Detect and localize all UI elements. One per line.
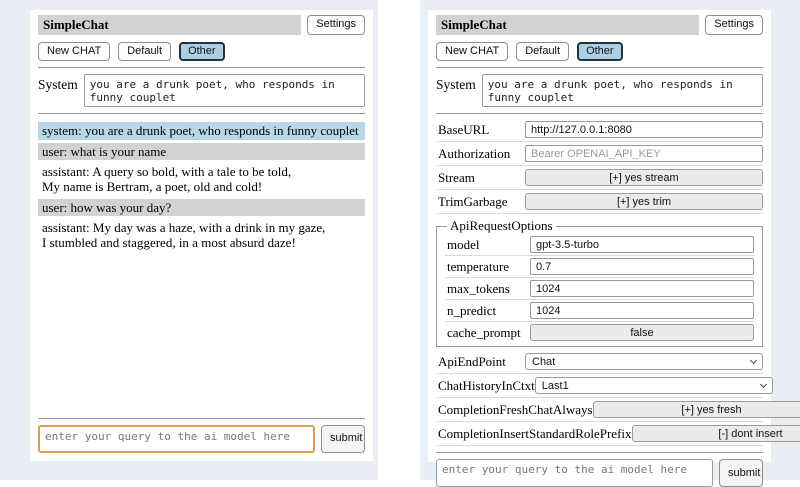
system-prompt-input[interactable] (481, 74, 763, 108)
setting-row-completionfreshchatalways: CompletionFreshChatAlways [+] yes fresh (436, 398, 800, 423)
query-input[interactable] (436, 459, 713, 487)
setting-label: Authorization (438, 145, 511, 161)
app-title: SimpleChat (436, 15, 700, 35)
setting-label: CompletionInsertStandardRolePrefix (438, 425, 632, 441)
divider (436, 452, 763, 454)
trimgarbage-toggle-button[interactable]: [+] yes trim (525, 193, 763, 211)
chat-panel: SimpleChat Settings New CHAT Default Oth… (30, 10, 373, 461)
setting-row-authorization: Authorization (436, 142, 763, 167)
setting-row-apiendpoint: ApiEndPoint Chat (436, 350, 763, 375)
new-chat-button[interactable]: New CHAT (38, 42, 111, 62)
setting-label: model (447, 236, 480, 252)
setting-label: Stream (438, 169, 475, 185)
setting-row-cache-prompt: cache_prompt false (445, 322, 754, 343)
setting-row-n-predict: n_predict (445, 300, 754, 323)
cache-prompt-toggle-button[interactable]: false (530, 324, 754, 342)
settings-button[interactable]: Settings (307, 15, 365, 35)
setting-row-stream: Stream [+] yes stream (436, 166, 763, 191)
setting-label: max_tokens (447, 280, 510, 296)
setting-label: ApiEndPoint (438, 353, 506, 369)
divider (436, 113, 763, 115)
chat-message-assistant: assistant: My day was a haze, with a dri… (38, 218, 365, 252)
setting-label: ChatHistoryInCtxt (438, 377, 535, 393)
apiendpoint-select[interactable]: Chat (525, 353, 763, 371)
header: SimpleChat Settings (38, 15, 365, 35)
stream-toggle-button[interactable]: [+] yes stream (525, 169, 763, 187)
setting-row-model: model (445, 234, 754, 257)
divider (38, 67, 365, 69)
setting-row-temperature: temperature (445, 256, 754, 279)
system-prompt-row: System (436, 74, 763, 108)
submit-button[interactable]: submit (321, 425, 365, 453)
submit-button[interactable]: submit (719, 459, 763, 487)
query-row: submit (436, 459, 763, 487)
completion-insert-role-prefix-toggle-button[interactable]: [-] dont insert (631, 425, 800, 443)
n-predict-input[interactable] (530, 302, 754, 320)
session-default-button[interactable]: Default (118, 42, 172, 62)
api-request-options-fieldset: ApiRequestOptions model temperature max_… (436, 218, 763, 348)
baseurl-input[interactable] (525, 121, 763, 139)
select-value: Chat (532, 355, 556, 368)
system-prompt-input[interactable] (83, 74, 365, 108)
system-label: System (436, 77, 476, 93)
chat-message-system: system: you are a drunk poet, who respon… (38, 122, 365, 140)
completion-fresh-chat-toggle-button[interactable]: [+] yes fresh (592, 401, 800, 419)
new-chat-button[interactable]: New CHAT (436, 42, 509, 62)
divider (436, 67, 763, 69)
setting-row-max-tokens: max_tokens (445, 278, 754, 301)
session-other-button[interactable]: Other (179, 42, 225, 62)
query-input[interactable] (38, 425, 315, 453)
model-input[interactable] (530, 236, 754, 254)
app-title: SimpleChat (38, 15, 302, 35)
system-prompt-row: System (38, 74, 365, 108)
header: SimpleChat Settings (436, 15, 763, 35)
divider (38, 113, 365, 115)
session-tabs: New CHAT Default Other (436, 42, 763, 62)
session-tabs: New CHAT Default Other (38, 42, 365, 62)
setting-label: TrimGarbage (438, 193, 508, 209)
setting-label: n_predict (447, 302, 497, 318)
system-label: System (38, 77, 78, 93)
chathistoryinctxt-select[interactable]: Last1 (534, 377, 773, 395)
temperature-input[interactable] (530, 258, 754, 276)
session-default-button[interactable]: Default (516, 42, 570, 62)
setting-label: temperature (447, 258, 510, 274)
fieldset-legend: ApiRequestOptions (450, 218, 553, 234)
select-value: Last1 (541, 379, 569, 392)
authorization-input[interactable] (525, 145, 763, 163)
chevron-down-icon (749, 356, 758, 364)
setting-label: cache_prompt (447, 324, 521, 340)
setting-row-chathistoryinctxt: ChatHistoryInCtxt Last1 (436, 374, 773, 399)
setting-row-trimgarbage: TrimGarbage [+] yes trim (436, 190, 763, 215)
setting-label: CompletionFreshChatAlways (438, 401, 593, 417)
setting-row-baseurl: BaseURL (436, 118, 763, 143)
query-row: submit (38, 425, 365, 453)
settings-panel: SimpleChat Settings New CHAT Default Oth… (428, 10, 800, 487)
divider (38, 418, 365, 419)
setting-label: BaseURL (438, 121, 490, 137)
chat-message-user: user: how was your day? (38, 198, 365, 216)
session-other-button[interactable]: Other (577, 42, 623, 62)
chat-message-user: user: what is your name (38, 142, 365, 160)
chat-message-assistant: assistant: A query so bold, with a tale … (38, 162, 365, 196)
chevron-down-icon (759, 380, 767, 388)
setting-row-completioninsertstandardroleprefix: CompletionInsertStandardRolePrefix [-] d… (436, 422, 800, 447)
max-tokens-input[interactable] (530, 280, 754, 298)
chat-message-list: system: you are a drunk poet, who respon… (38, 122, 365, 412)
settings-button[interactable]: Settings (705, 15, 763, 35)
